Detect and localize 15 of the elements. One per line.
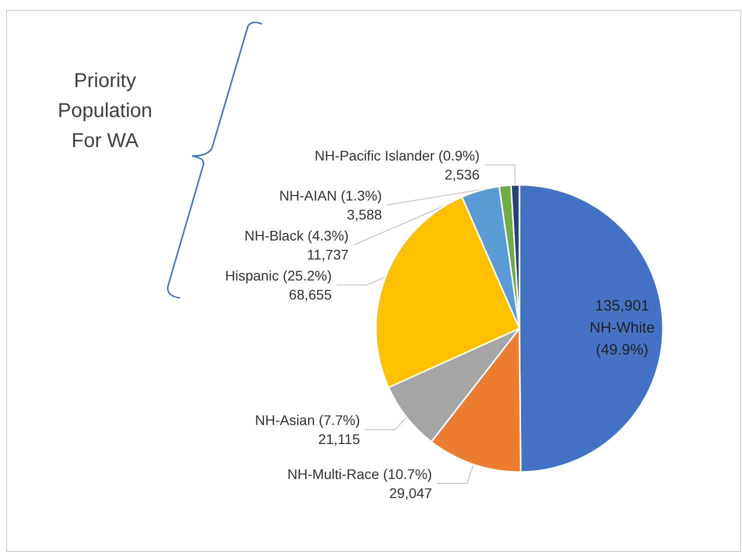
- slice-label: NH-Asian (7.7%): [254, 412, 360, 428]
- slice-label: Hispanic (25.2%): [225, 267, 332, 284]
- slice-label: NH-Pacific Islander (0.9%): [314, 147, 480, 164]
- slice-label: NH-AIAN (1.3%): [279, 187, 382, 204]
- data-label: 21,115: [318, 431, 360, 448]
- slice-label: NH-White (49.9%): [590, 320, 655, 359]
- slice-label: NH-Black (4.3%): [244, 227, 349, 244]
- data-label: 135,901: [595, 298, 650, 315]
- slice-label: NH-Multi-Race (10.7%): [287, 466, 432, 482]
- data-label: 29,047: [389, 484, 432, 501]
- text: Priority Population For WA: [56, 69, 154, 154]
- data-label: 3,588: [346, 206, 382, 222]
- data-label: 68,655: [288, 286, 332, 302]
- data-label: 11,737: [306, 246, 349, 262]
- data-label: 2,536: [444, 166, 480, 182]
